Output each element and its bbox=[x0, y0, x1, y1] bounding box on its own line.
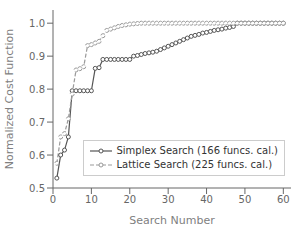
svg-text:30: 30 bbox=[162, 194, 175, 205]
svg-text:Search Number: Search Number bbox=[129, 214, 215, 227]
html-text:Lattice Search (225 funcs. cal: Lattice Search (225 funcs. cal.) bbox=[116, 159, 273, 170]
svg-text:50: 50 bbox=[239, 194, 252, 205]
svg-text:60: 60 bbox=[277, 194, 290, 205]
svg-text:20: 20 bbox=[123, 194, 136, 205]
svg-text:0.7: 0.7 bbox=[29, 117, 45, 128]
svg-text:0: 0 bbox=[50, 194, 56, 205]
svg-text:10: 10 bbox=[85, 194, 98, 205]
svg-text:0.8: 0.8 bbox=[29, 84, 45, 95]
svg-text:1.0: 1.0 bbox=[29, 18, 45, 29]
svg-text:0.5: 0.5 bbox=[29, 183, 45, 194]
svg-text:0.6: 0.6 bbox=[29, 150, 45, 161]
html-text:Simplex Search (166 funcs. cal: Simplex Search (166 funcs. cal.) bbox=[116, 145, 278, 156]
svg-text:40: 40 bbox=[200, 194, 213, 205]
svg-text:0.9: 0.9 bbox=[29, 51, 45, 62]
svg-text:Normalized Cost Function: Normalized Cost Function bbox=[8, 29, 16, 170]
